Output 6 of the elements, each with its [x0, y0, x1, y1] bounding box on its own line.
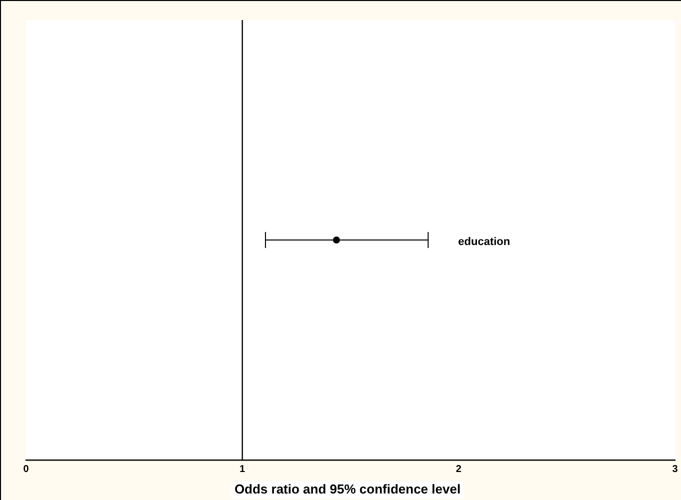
- x-tick-label: 2: [456, 464, 462, 475]
- text: education: [458, 236, 510, 248]
- x-tick-label: 3: [672, 464, 678, 475]
- x-tick-label: 0: [23, 464, 30, 475]
- x-tick-label: 1: [240, 464, 246, 475]
- x-axis-title: Odds ratio and 95% confidence level: [234, 482, 461, 497]
